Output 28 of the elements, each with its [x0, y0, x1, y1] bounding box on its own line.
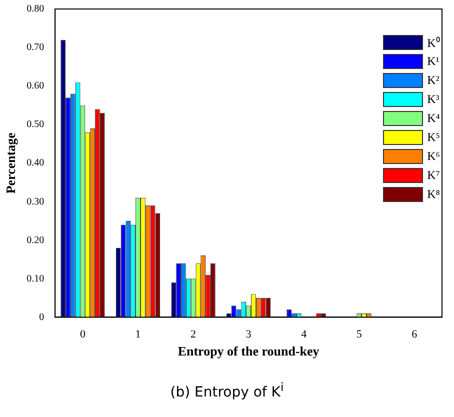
y-tick-label: 0.60	[26, 80, 44, 92]
y-tick-label: 0.80	[26, 4, 44, 15]
legend-label: K⁵	[427, 130, 440, 145]
x-tick-label: 2	[190, 328, 196, 341]
y-tick-label: 0.20	[26, 234, 44, 246]
text: (b) Entropy of K$^{i}$	[169, 380, 285, 401]
y-tick-label: 0	[39, 312, 44, 323]
y-tick-label: 0.30	[26, 196, 44, 208]
y-tick-label: 0.40	[26, 158, 44, 169]
legend-label: K²	[427, 73, 440, 88]
legend-label: K¹	[427, 54, 440, 69]
x-tick-label: 6	[412, 328, 418, 341]
legend-label: K⁸	[427, 187, 440, 202]
legend-label: K⁷	[427, 168, 440, 183]
x-axis-title: Entropy of the round-key	[178, 344, 320, 359]
legend-label: K⁰	[427, 35, 440, 51]
x-tick-label: 0	[80, 328, 86, 341]
x-tick-label: 5	[356, 328, 362, 341]
x-tick-label: 3	[246, 328, 252, 341]
y-tick-label: 0.10	[26, 273, 44, 284]
y-tick-label: 0.50	[26, 119, 44, 130]
x-tick-label: 4	[301, 328, 308, 341]
legend-label: K⁴	[427, 111, 440, 126]
x-tick-label: 1	[135, 328, 141, 341]
y-tick-label: 0.70	[26, 42, 44, 54]
y-axis-title: Percentage	[3, 132, 18, 194]
legend-label: K⁶	[427, 149, 440, 164]
legend-label: K³	[427, 92, 440, 107]
